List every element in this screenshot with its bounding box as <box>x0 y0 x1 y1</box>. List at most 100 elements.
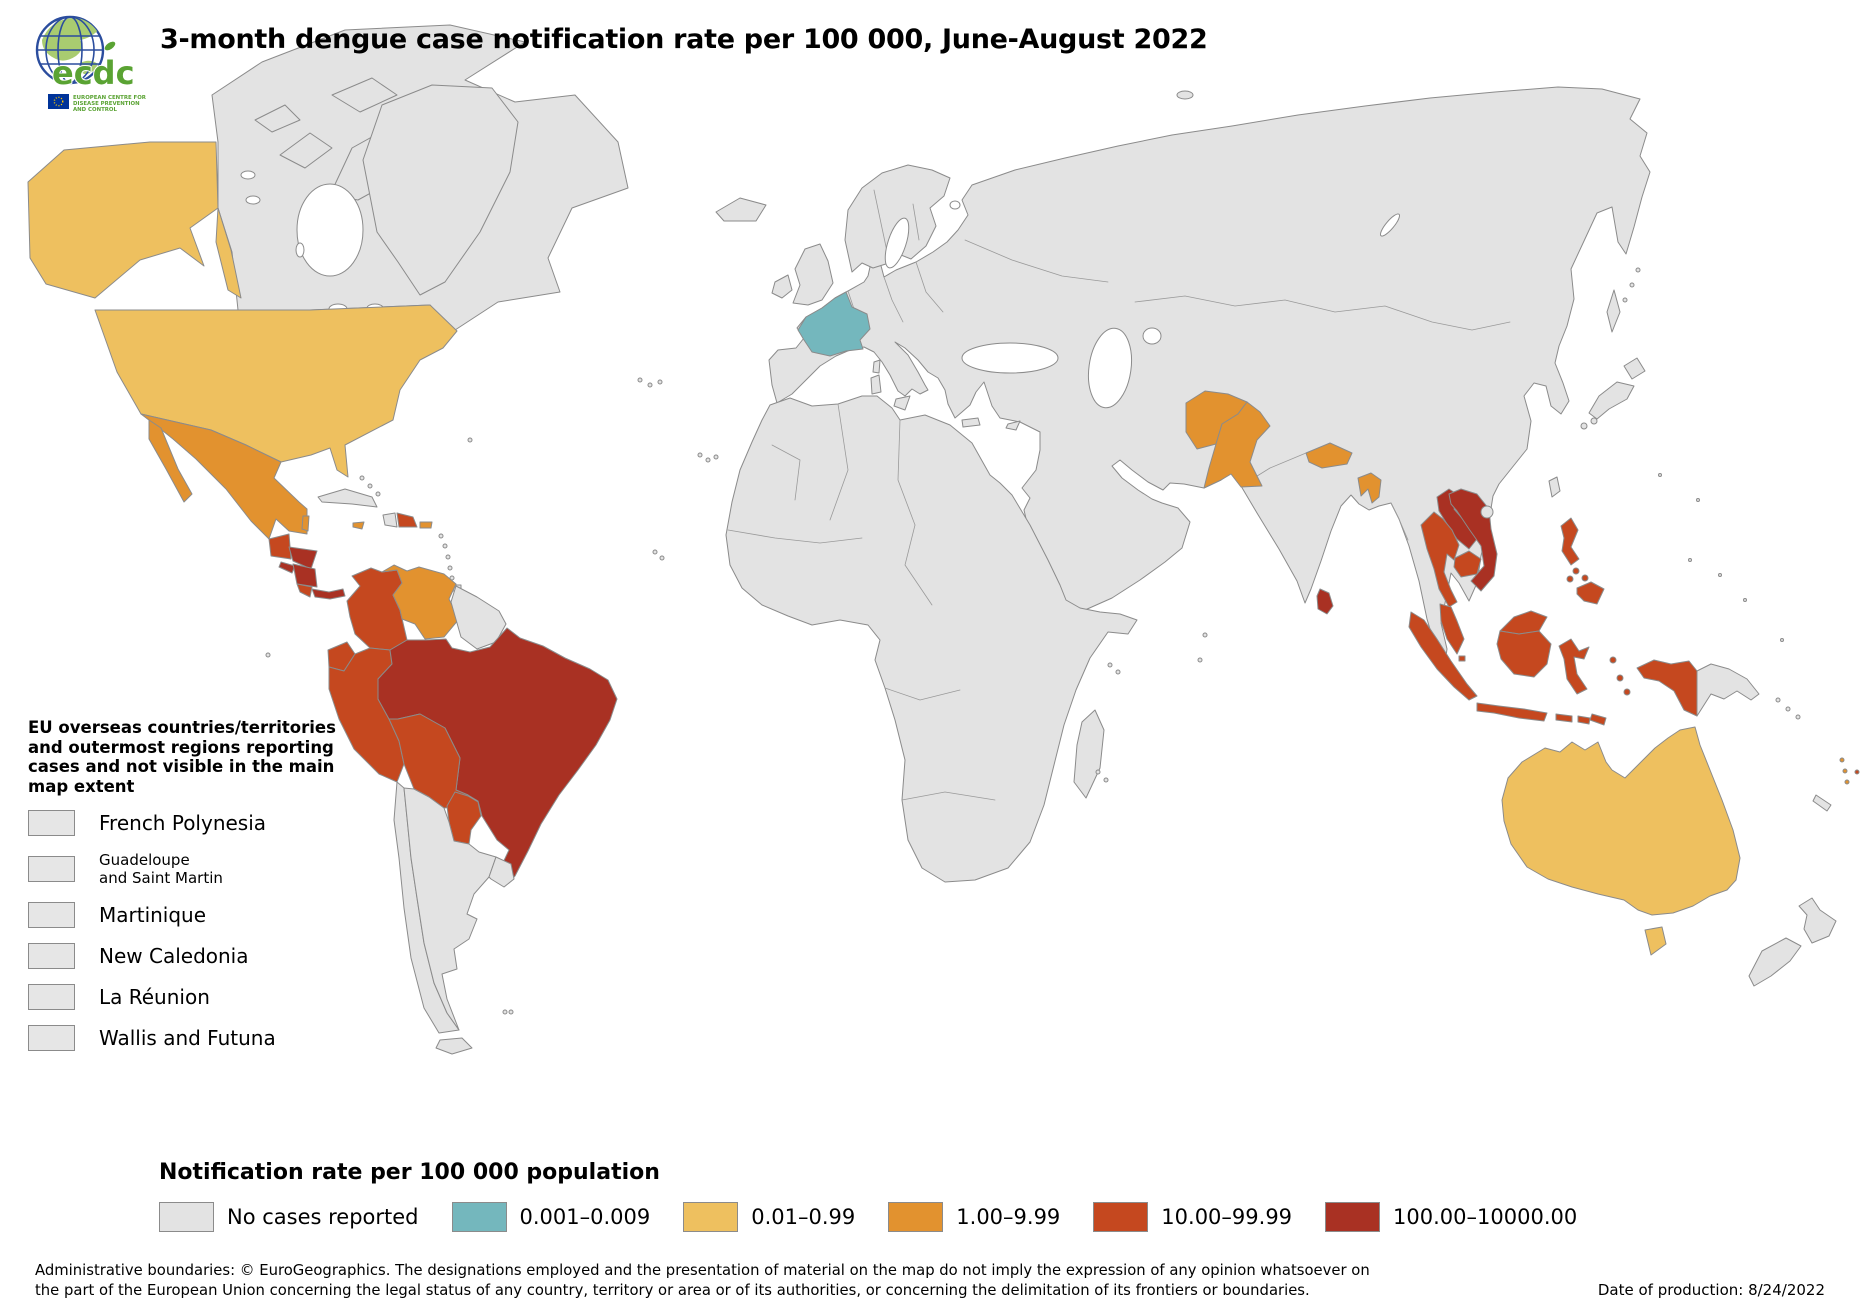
country-indonesia <box>1408 611 1698 725</box>
org-line-3: AND CONTROL <box>73 107 117 113</box>
country-fiji <box>1854 769 1860 775</box>
country-puerto-rico <box>419 521 433 529</box>
pacific-islands <box>1176 90 1784 642</box>
eu-flag-icon <box>48 94 69 109</box>
country-thailand <box>1420 511 1460 608</box>
country-guatemala <box>268 533 292 560</box>
overseas-item-new-caledonia: New Caledonia <box>28 943 348 969</box>
country-france <box>797 291 871 357</box>
ecdc-logo: ecdc EUROPEAN CENTRE FOR DISEASE PREVENT… <box>35 15 147 113</box>
org-line-2: DISEASE PREVENTION <box>73 101 140 107</box>
country-argentina <box>403 787 497 1031</box>
legend-item-100-10000: 100.00–10000.00 <box>1325 1202 1577 1232</box>
country-nicaragua <box>292 563 318 588</box>
country-united-kingdom <box>792 243 834 306</box>
country-uruguay <box>488 856 515 888</box>
country-belize <box>301 515 310 532</box>
country-sri-lanka <box>1316 588 1334 615</box>
legend: Notification rate per 100 000 population… <box>159 1160 1610 1232</box>
inland-water <box>240 170 1401 409</box>
overseas-swatch <box>28 984 75 1010</box>
country-nepal <box>1305 442 1353 469</box>
overseas-label: New Caledonia <box>99 944 249 968</box>
overseas-list: French Polynesia Guadeloupe and Saint Mar… <box>28 810 348 1051</box>
globe-icon <box>35 15 116 85</box>
legend-swatch-100-10000 <box>1325 1202 1381 1232</box>
legend-title: Notification rate per 100 000 population <box>159 1160 660 1185</box>
falkland-islands <box>502 1009 514 1015</box>
country-japan <box>1580 357 1646 430</box>
overseas-swatch <box>28 1025 75 1051</box>
overseas-item-la-reunion: La Réunion <box>28 984 348 1010</box>
legend-swatch-no-cases <box>159 1202 214 1232</box>
legend-label: 0.01–0.99 <box>751 1205 856 1229</box>
sakhalin <box>1606 289 1621 333</box>
solomon-islands <box>1775 697 1801 720</box>
country-bangladesh <box>1357 472 1382 504</box>
atlantic-islands <box>467 377 719 561</box>
production-date: Date of production: 8/24/2022 <box>1597 1281 1825 1299</box>
overseas-label: La Réunion <box>99 985 210 1009</box>
legend-label: 10.00–99.99 <box>1161 1205 1293 1229</box>
overseas-item-wallis-and-futuna: Wallis and Futuna <box>28 1025 348 1051</box>
overseas-label: French Polynesia <box>99 811 267 835</box>
country-new-zealand <box>1748 897 1837 987</box>
galapagos <box>265 652 271 658</box>
overseas-item-martinique: Martinique <box>28 902 348 928</box>
legend-label: No cases reported <box>227 1205 419 1229</box>
country-dominican-republic <box>396 512 418 528</box>
country-iceland <box>715 197 767 222</box>
new-caledonia <box>1812 794 1832 812</box>
country-alaska <box>27 141 242 299</box>
country-cambodia <box>1453 550 1482 578</box>
overseas-heading: EU overseas countries/territories and ou… <box>28 718 336 796</box>
indian-ocean-islands <box>1095 632 1208 783</box>
legend-item-10-99: 10.00–99.99 <box>1093 1202 1292 1232</box>
footer-disclaimer: Administrative boundaries: © EuroGeograp… <box>35 1262 1370 1299</box>
hainan <box>1480 505 1494 519</box>
legend-item-no-cases: No cases reported <box>159 1202 419 1232</box>
country-jamaica <box>352 521 365 530</box>
overseas-swatch <box>28 856 75 882</box>
country-venezuela <box>381 564 460 640</box>
legend-label: 0.001–0.009 <box>519 1205 651 1229</box>
legend-item-0001-0009: 0.001–0.009 <box>451 1202 651 1232</box>
legend-row: No cases reported 0.001–0.009 0.01–0.99 … <box>159 1202 1610 1232</box>
overseas-swatch <box>28 943 75 969</box>
overseas-panel: EU overseas countries/territories and ou… <box>28 718 348 1066</box>
mediterranean-islands <box>870 359 1021 431</box>
legend-label: 1.00–9.99 <box>956 1205 1061 1229</box>
country-greenland <box>362 84 519 296</box>
country-pakistan <box>1203 401 1271 489</box>
ecdc-brand: ecdc <box>52 54 135 92</box>
legend-item-001-099: 0.01–0.99 <box>683 1202 855 1232</box>
overseas-item-guadeloupe-saint-martin: Guadeloupe and Saint Martin <box>28 851 348 887</box>
overseas-item-french-polynesia: French Polynesia <box>28 810 348 836</box>
country-singapore <box>1458 655 1466 662</box>
overseas-swatch <box>28 902 75 928</box>
country-mexico <box>140 413 308 540</box>
overseas-label: Guadeloupe and Saint Martin <box>99 851 223 887</box>
legend-swatch-1-9 <box>888 1202 944 1232</box>
country-haiti <box>382 512 398 528</box>
country-australia <box>1501 726 1741 956</box>
bahamas <box>359 475 381 497</box>
legend-swatch-10-99 <box>1093 1202 1149 1232</box>
country-malaysia <box>1439 603 1548 655</box>
country-cuba <box>317 488 378 508</box>
overseas-label: Wallis and Futuna <box>99 1026 276 1050</box>
legend-item-1-9: 1.00–9.99 <box>888 1202 1060 1232</box>
country-ireland <box>771 274 793 299</box>
country-philippines <box>1560 517 1605 605</box>
page-title: 3-month dengue case notification rate pe… <box>160 24 1208 55</box>
country-timor-leste <box>1589 713 1607 726</box>
country-costa-rica <box>296 583 313 598</box>
overseas-swatch <box>28 810 75 836</box>
country-papua-new-guinea <box>1696 663 1760 717</box>
legend-swatch-001-099 <box>683 1202 739 1232</box>
country-madagascar <box>1073 709 1105 799</box>
landmass-africa <box>725 395 1138 883</box>
country-panama <box>311 588 346 600</box>
